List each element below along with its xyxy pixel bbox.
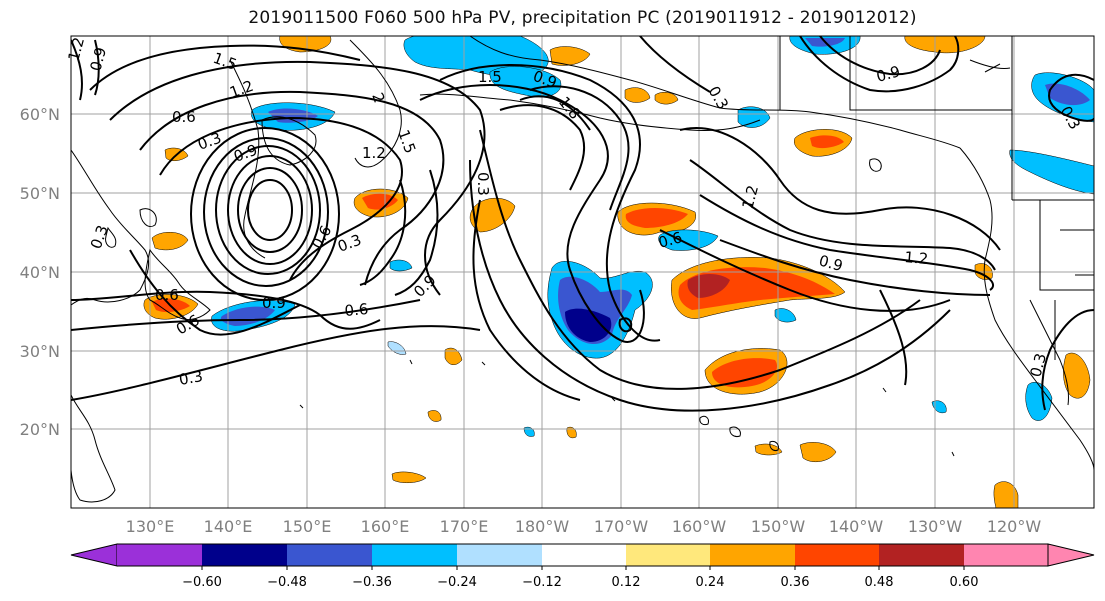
colorbar-segment xyxy=(457,544,542,566)
lon-label: 150°E xyxy=(283,517,332,536)
lon-label: 140°E xyxy=(204,517,253,536)
contour-label: 0.9 xyxy=(817,251,845,275)
contour-label: 1.2 xyxy=(738,183,762,211)
colorbar-tick-label: 0.12 xyxy=(612,575,641,590)
lat-label: 20°N xyxy=(20,420,60,439)
lon-label: 150°W xyxy=(751,517,806,536)
contour-label: 1.2 xyxy=(362,144,386,162)
colorbar: −0.60 −0.48 −0.36 −0.24 −0.12 0.12 0.24 … xyxy=(70,543,1095,590)
lon-label: 160°E xyxy=(361,517,410,536)
longitude-labels: 130°E 140°E 150°E 160°E 170°E 180°W 170°… xyxy=(126,517,1042,536)
lat-label: 60°N xyxy=(20,105,60,124)
chart-title: 2019011500 F060 500 hPa PV, precipitatio… xyxy=(248,8,917,28)
colorbar-tick-label: 0.60 xyxy=(950,575,979,590)
colorbar-segment xyxy=(795,544,879,566)
contour-label: 0.9 xyxy=(874,62,902,86)
pv-contours xyxy=(71,36,1094,412)
colorbar-segment xyxy=(202,544,287,566)
lat-label: 40°N xyxy=(20,263,60,282)
contour-label: 0.6 xyxy=(172,108,196,126)
colorbar-tick-label: −0.48 xyxy=(267,575,307,590)
contour-label: 1.5 xyxy=(478,68,502,86)
contour-label: 0.6 xyxy=(344,300,369,320)
colorbar-segment xyxy=(879,544,964,566)
colorbar-tick-label: 0.48 xyxy=(865,575,894,590)
lon-label: 170°E xyxy=(440,517,489,536)
lat-label: 50°N xyxy=(20,184,60,203)
latitude-labels: 60°N 50°N 40°N 30°N 20°N xyxy=(20,105,60,439)
map-frame xyxy=(70,35,1095,509)
contour-label: 0.3 xyxy=(1026,351,1050,379)
colorbar-tick-label: −0.12 xyxy=(522,575,562,590)
colorbar-tick-label: −0.36 xyxy=(352,575,392,590)
lon-label: 130°W xyxy=(908,517,963,536)
contour-label: 0.6 xyxy=(155,286,179,304)
colorbar-segment xyxy=(710,544,795,566)
lon-label: 180°W xyxy=(515,517,570,536)
lon-label: 170°W xyxy=(594,517,649,536)
colorbar-extend-low xyxy=(70,543,118,567)
contour-label: 0.9 xyxy=(262,294,286,312)
contour-label: 0.3 xyxy=(178,367,205,389)
colorbar-tick-label: 0.24 xyxy=(696,575,725,590)
lon-label: 120°W xyxy=(987,517,1042,536)
colorbar-segment xyxy=(542,544,626,566)
colorbar-extend-high xyxy=(1047,543,1095,567)
contour-label: 1.2 xyxy=(904,248,929,268)
colorbar-tick-label: 0.36 xyxy=(781,575,810,590)
colorbar-segment xyxy=(117,544,202,566)
lat-label: 30°N xyxy=(20,342,60,361)
colorbar-segment xyxy=(964,544,1048,566)
colorbar-segment xyxy=(287,544,372,566)
colorbar-tick-label: −0.60 xyxy=(182,575,222,590)
contour-label: 0.3 xyxy=(474,172,492,196)
contour-label: 1.2 xyxy=(64,35,88,63)
colorbar-segment xyxy=(372,544,457,566)
precip-shading xyxy=(143,36,1094,508)
lon-label: 160°W xyxy=(672,517,727,536)
contour-label: 0.9 xyxy=(86,45,110,73)
contour-label: 0.6 xyxy=(656,228,684,252)
colorbar-segment xyxy=(626,544,710,566)
lon-label: 140°W xyxy=(829,517,884,536)
lon-label: 130°E xyxy=(126,517,175,536)
colorbar-tick-label: −0.24 xyxy=(437,575,477,590)
